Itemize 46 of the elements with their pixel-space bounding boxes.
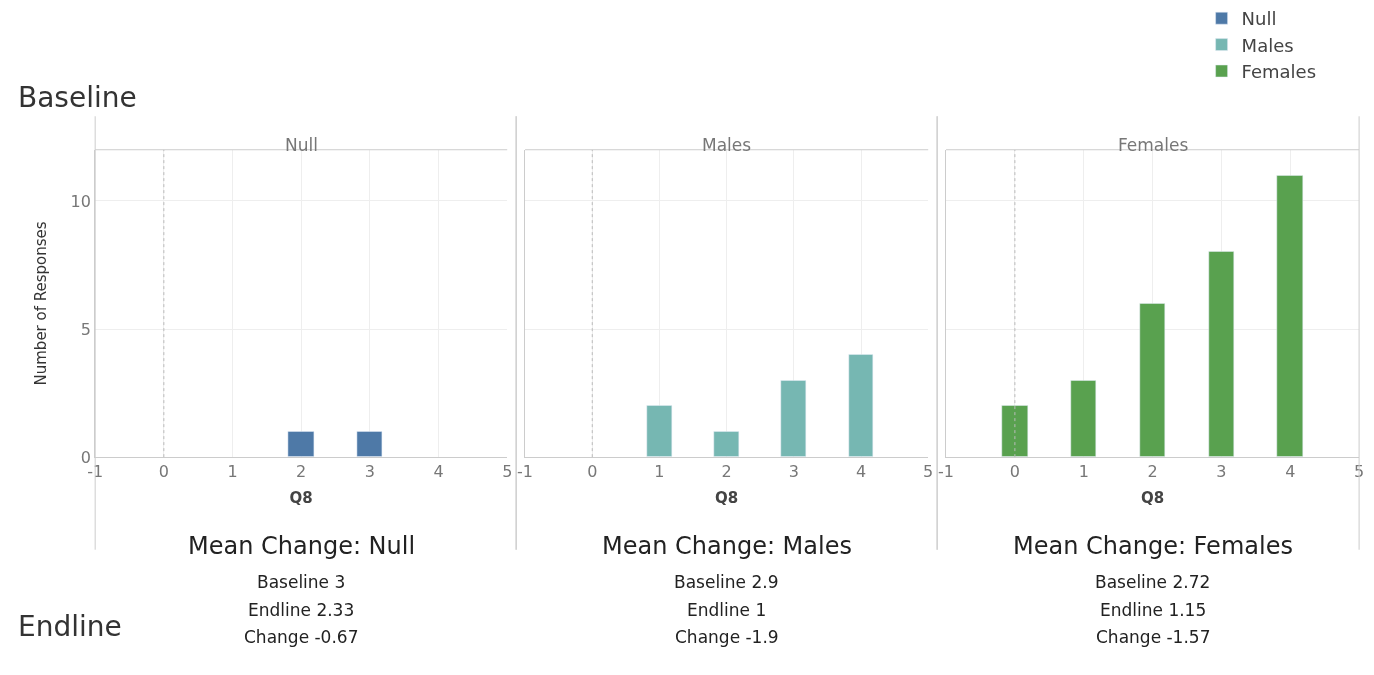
legend-label: Males: [1241, 34, 1294, 56]
text: Endline 1.15: [1100, 600, 1207, 620]
text: Change -0.67: [244, 627, 359, 647]
x-tick-label: 5: [923, 462, 934, 482]
x-tick-label: 2: [296, 462, 307, 482]
x-tick-label: 3: [1216, 462, 1227, 482]
x-axis-title: Q8: [289, 489, 313, 508]
legend-label: Null: [1241, 8, 1277, 30]
text: Endline 2.33: [248, 600, 355, 620]
text: Change -1.9: [675, 627, 779, 647]
x-tick-label: 2: [721, 462, 732, 482]
chart-title: Null: [285, 135, 318, 155]
x-tick-label: 0: [1009, 462, 1020, 482]
text: Baseline 2.9: [674, 572, 779, 592]
chart-title: Females: [1118, 135, 1189, 155]
text: Mean Change: Null: [188, 532, 416, 560]
x-tick-label: -1: [517, 462, 534, 482]
legend-label: Females: [1241, 61, 1317, 83]
x-tick-label: 1: [654, 462, 665, 482]
text: Change -1.57: [1096, 627, 1211, 647]
x-tick-label: 1: [1078, 462, 1089, 482]
text: Endline: [18, 610, 122, 643]
x-tick-label: 0: [587, 462, 598, 482]
chart-title: Males: [702, 135, 752, 155]
y-tick-label: 10: [70, 191, 91, 211]
x-tick-label: 1: [227, 462, 238, 482]
x-tick-label: 5: [502, 462, 513, 482]
x-tick-label: 0: [158, 462, 169, 482]
x-tick-label: 3: [364, 462, 375, 482]
text: Endline 1: [687, 600, 767, 620]
text: Mean Change: Females: [1013, 532, 1293, 560]
text: Baseline 2.72: [1095, 572, 1211, 592]
x-tick-label: 5: [1354, 462, 1365, 482]
x-axis-title: Q8: [715, 489, 739, 508]
y-axis-title: Number of Responses: [31, 221, 50, 386]
x-tick-label: -1: [938, 462, 955, 482]
x-tick-label: 3: [788, 462, 799, 482]
text: Baseline: [18, 81, 137, 114]
y-tick-label: 5: [80, 319, 91, 339]
x-tick-label: 4: [433, 462, 444, 482]
x-tick-label: 4: [855, 462, 867, 482]
text: Mean Change: Males: [602, 532, 852, 560]
x-tick-label: 4: [1285, 462, 1296, 482]
x-axis-title: Q8: [1140, 489, 1165, 508]
x-tick-label: 2: [1147, 462, 1158, 482]
text: Baseline 3: [257, 572, 346, 592]
